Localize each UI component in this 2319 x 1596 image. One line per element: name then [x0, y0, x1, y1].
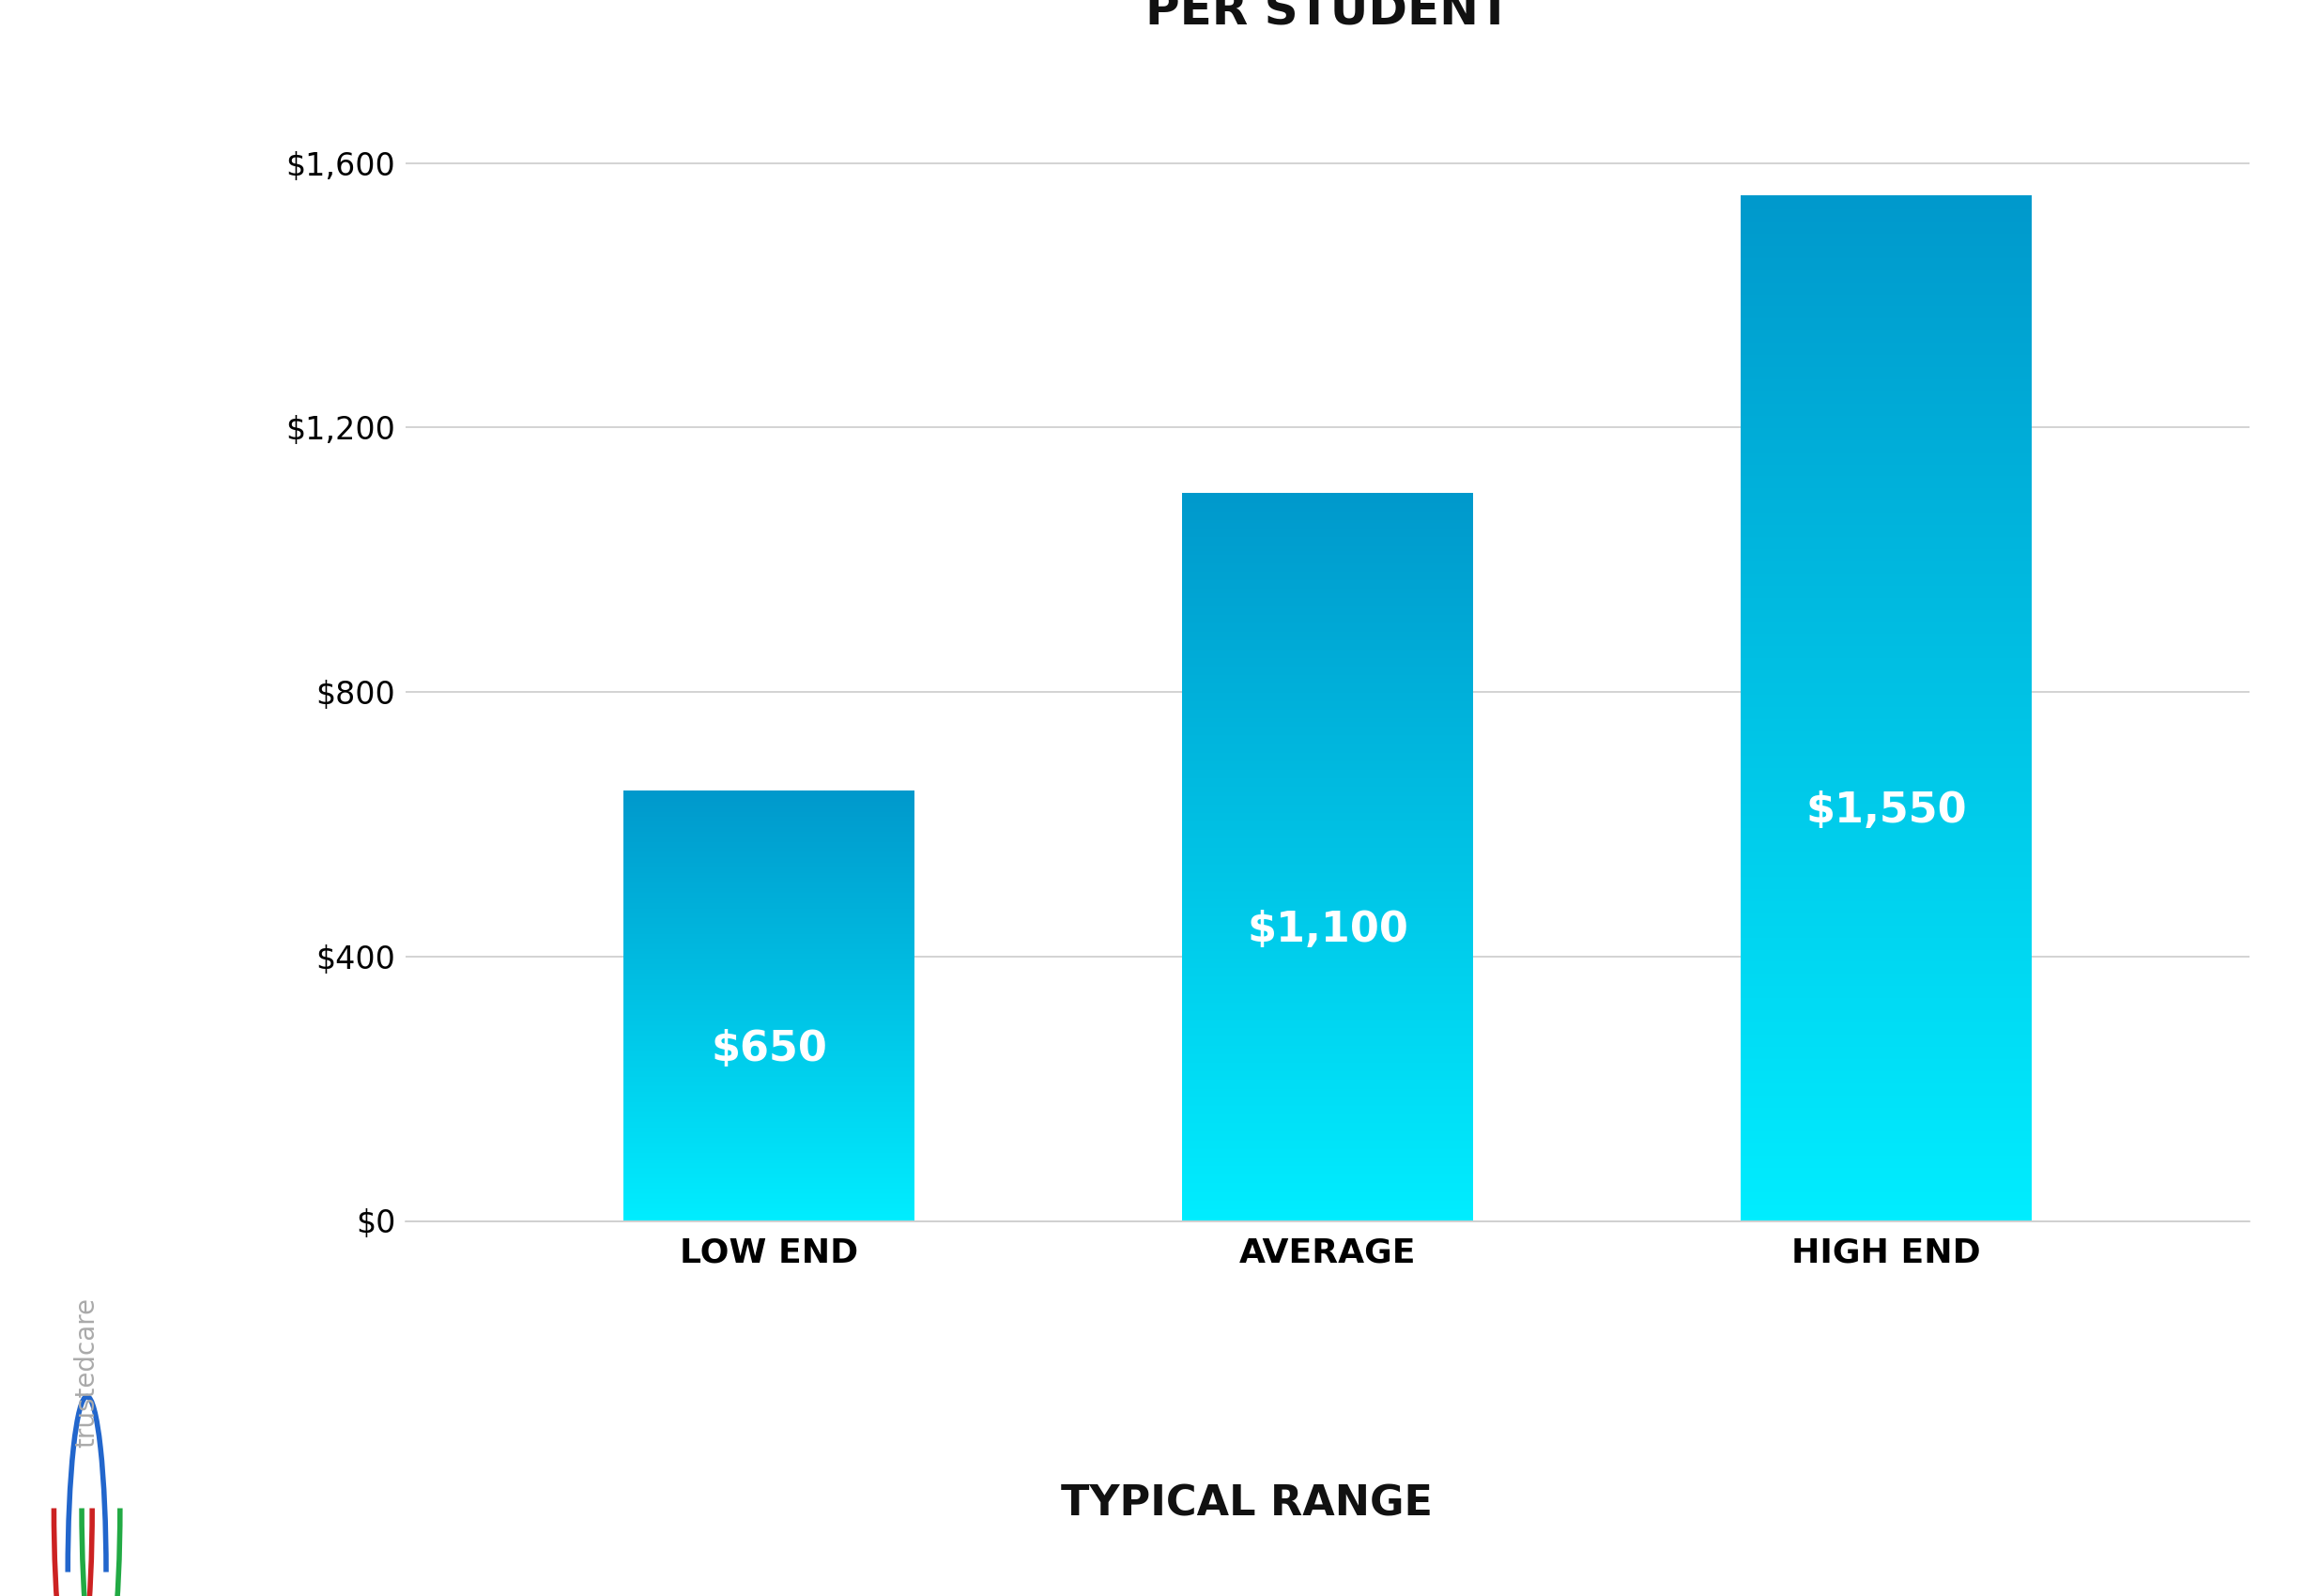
Text: $650: $650	[712, 1029, 828, 1069]
Text: trustedcare: trustedcare	[74, 1298, 100, 1448]
Title: AVERAGE COST OF PUBLIC SCHOOL
PER STUDENT: AVERAGE COST OF PUBLIC SCHOOL PER STUDEN…	[863, 0, 1793, 34]
Text: $1,550: $1,550	[1807, 790, 1967, 832]
Text: ANNUAL COST: ANNUAL COST	[70, 557, 104, 847]
Text: TYPICAL RANGE: TYPICAL RANGE	[1060, 1484, 1433, 1524]
Text: $1,100: $1,100	[1248, 910, 1408, 950]
